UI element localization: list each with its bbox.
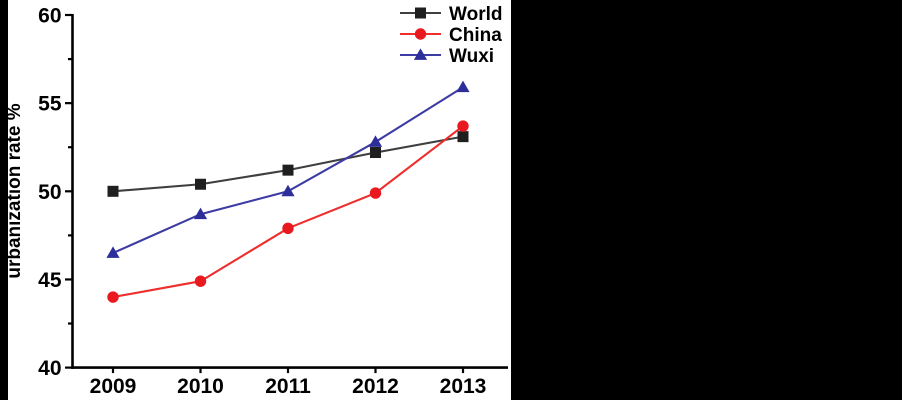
series-line [112,125,464,299]
circle-marker [194,275,207,287]
y-axis-title: urbanization rate % [4,103,25,278]
y-tick-label: 55 [38,93,62,116]
y-tick-label: 40 [38,357,61,380]
square-marker [370,147,381,159]
circle-marker [369,187,382,199]
legend-label: Wuxi [449,46,494,67]
series-world [107,131,469,197]
y-tick-label: 60 [38,5,61,28]
legend-label: China [449,25,502,46]
square-marker [457,131,469,143]
triangle-marker [413,48,428,60]
legend-label: World [449,4,502,25]
triangle-marker [106,246,120,258]
x-tick-label: 2011 [265,375,311,398]
data-series [106,80,470,303]
triangle-marker [193,207,208,220]
x-tick-label: 2012 [352,375,399,398]
legend-item-world: World [400,4,502,25]
legend-item-wuxi: Wuxi [400,46,494,67]
left-black-bar [0,0,8,400]
y-tick-label: 45 [38,269,62,292]
square-marker [282,164,294,176]
triangle-marker [368,135,383,147]
triangle-marker [281,184,295,197]
series-china [107,120,469,303]
axes: 40 45 50 55 60 2009 2010 2011 2012 2013 [38,5,508,398]
y-tick-label: 50 [38,181,61,204]
square-marker [195,178,206,190]
square-marker [107,185,119,197]
series-line [112,135,464,193]
circle-marker [107,291,119,303]
legend-item-china: China [400,25,502,46]
circle-marker [282,222,294,235]
circle-marker [414,28,427,40]
x-tick-label: 2009 [90,375,137,398]
series-wuxi [106,80,470,258]
x-tick-label: 2013 [440,375,487,398]
x-tick-label: 2010 [177,375,224,398]
triangle-marker [456,80,470,93]
circle-marker [457,120,469,132]
right-black-panel [511,0,902,400]
square-marker [415,7,426,19]
